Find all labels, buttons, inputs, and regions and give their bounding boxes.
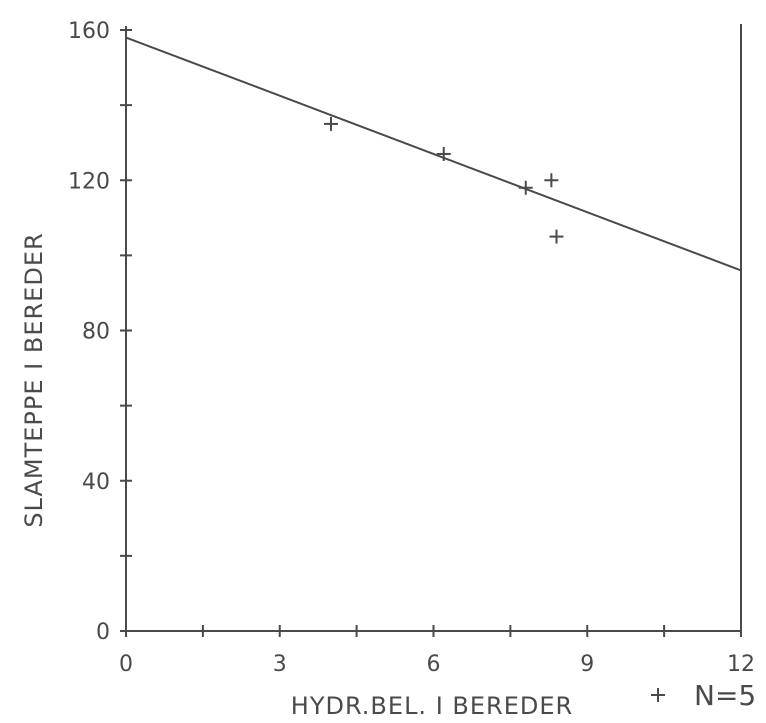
regression-line — [125, 36, 742, 272]
y-tick-label: 160 — [68, 19, 110, 44]
data-point — [549, 229, 564, 244]
data-point — [544, 173, 559, 188]
data-point — [324, 116, 338, 131]
y-tick-label: 120 — [68, 169, 110, 194]
y-tick-label: 0 — [96, 620, 110, 645]
legend-label: N=5 — [694, 679, 756, 712]
x-tick-label: 12 — [727, 652, 755, 677]
x-tick-label: 3 — [273, 652, 287, 677]
data-points-group — [324, 116, 564, 244]
ticks-group — [120, 29, 742, 637]
y-tick-label: 80 — [82, 320, 110, 345]
legend-marker — [651, 688, 665, 702]
x-tick-label: 9 — [580, 652, 594, 677]
regression-line-group — [125, 36, 742, 272]
axes-group — [125, 24, 742, 632]
y-axis-title: SLAMTEPPE I BEREDER — [20, 232, 48, 527]
y-tick-label: 40 — [82, 470, 110, 495]
x-axis-title: HYDR.BEL. I BEREDER — [291, 692, 573, 720]
x-tick-label: 0 — [119, 652, 133, 677]
x-tick-label: 6 — [427, 652, 441, 677]
data-point — [518, 180, 533, 195]
data-point — [436, 146, 451, 161]
legend: N=5 — [651, 679, 756, 712]
